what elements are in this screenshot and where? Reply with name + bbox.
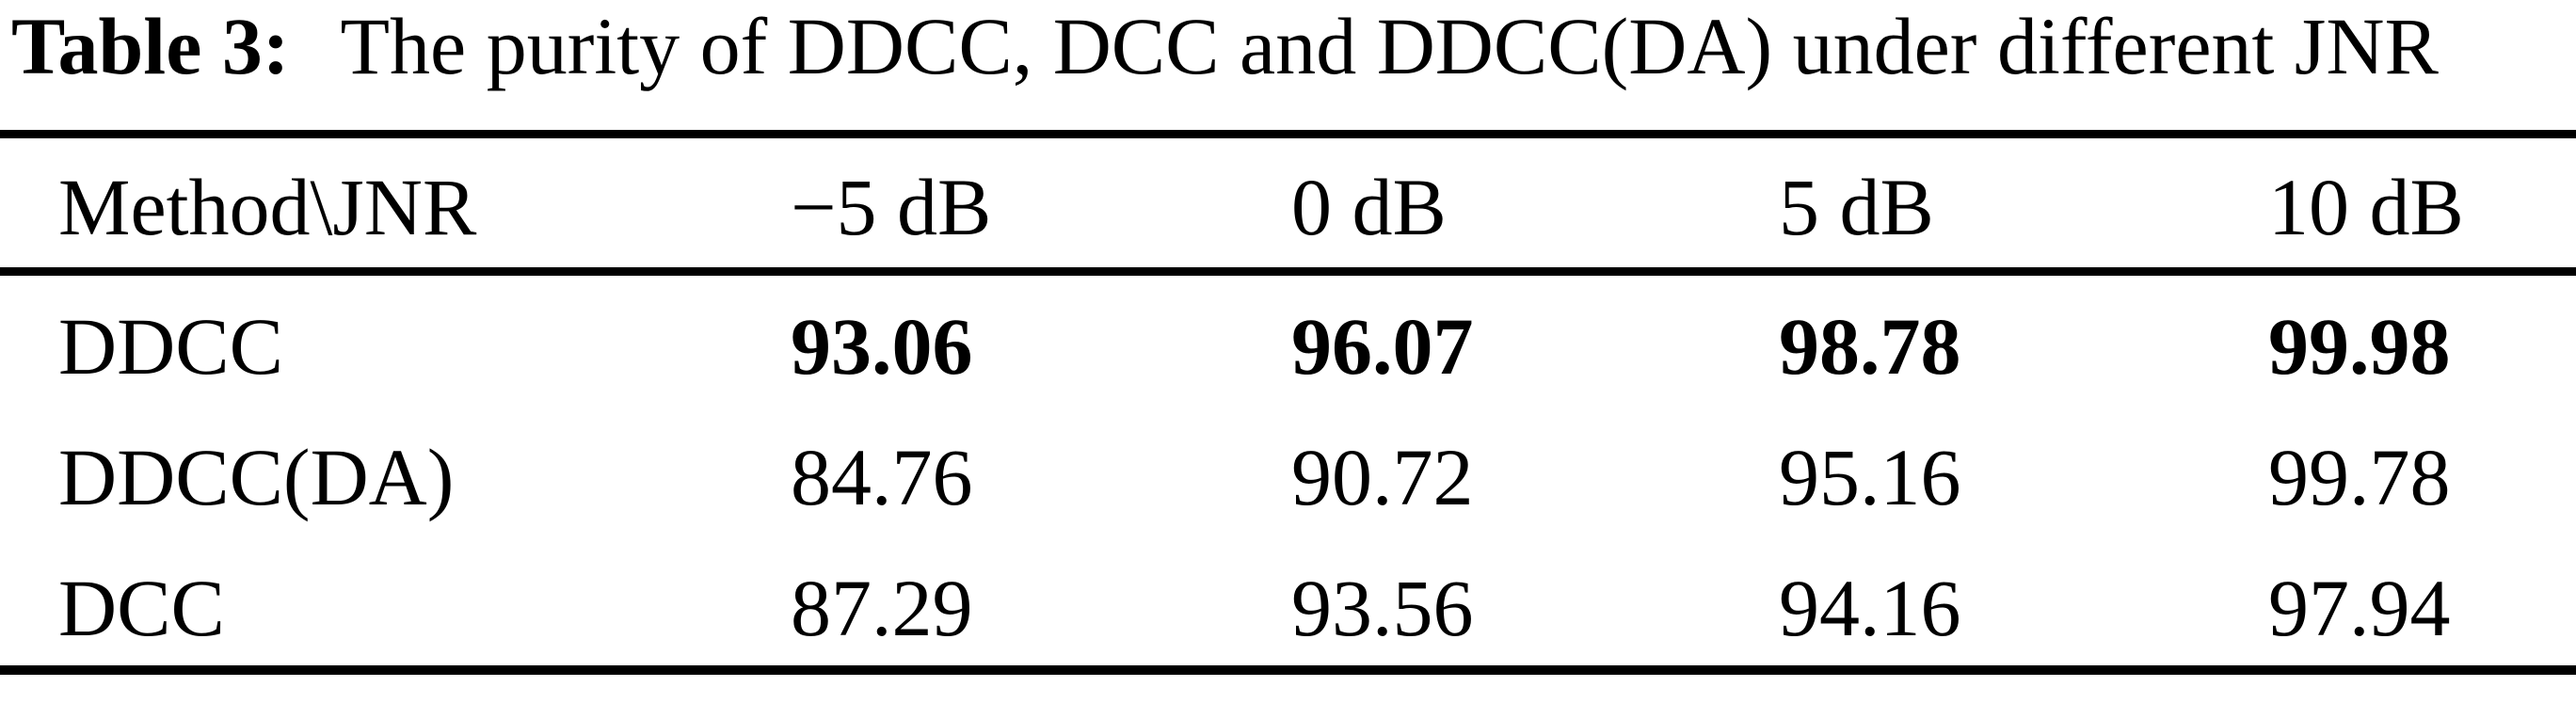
row-label: DCC [58,562,225,653]
column-header-jnr-10: 10 dB [2268,161,2464,252]
table-caption: Table 3: The purity of DDCC, DCC and DDCC… [11,2,2439,91]
cell-value: 97.94 [2268,562,2451,653]
cell-value: 90.72 [1291,432,1474,522]
cell-value: 94.16 [1779,562,1961,653]
table-header-row: Method\JNR −5 dB 0 dB 5 dB 10 dB [0,134,2576,272]
cell-value: 93.06 [791,301,973,392]
table-body: DDCC 93.06 96.07 98.78 99.98 DDCC(DA) 84… [0,272,2576,670]
cell-value: 98.78 [1779,301,1961,392]
table-caption-label: Table 3: [11,1,290,91]
table-header: Method\JNR −5 dB 0 dB 5 dB 10 dB [0,134,2576,272]
cell-value: 99.78 [2268,432,2451,522]
column-header-method: Method\JNR [58,161,477,252]
cell-value: 87.29 [791,562,973,653]
table-row-ddcc-da: DDCC(DA) 84.76 90.72 95.16 99.78 [0,405,2576,537]
row-label: DDCC(DA) [58,432,455,522]
cell-value: 95.16 [1779,432,1961,522]
purity-table: Method\JNR −5 dB 0 dB 5 dB 10 dB DDCC 93… [0,130,2576,675]
table-row-ddcc: DDCC 93.06 96.07 98.78 99.98 [0,272,2576,405]
table-caption-text: The purity of DDCC, DCC and DDCC(DA) und… [340,1,2439,91]
row-label: DDCC [58,301,283,392]
column-header-jnr-5: 5 dB [1779,161,1934,252]
cell-value: 99.98 [2268,301,2451,392]
cell-value: 93.56 [1291,562,1474,653]
table-row-dcc: DCC 87.29 93.56 94.16 97.94 [0,537,2576,670]
cell-value: 84.76 [791,432,973,522]
cell-value: 96.07 [1291,301,1474,392]
column-header-jnr-neg5: −5 dB [791,161,992,252]
column-header-jnr-0: 0 dB [1291,161,1447,252]
